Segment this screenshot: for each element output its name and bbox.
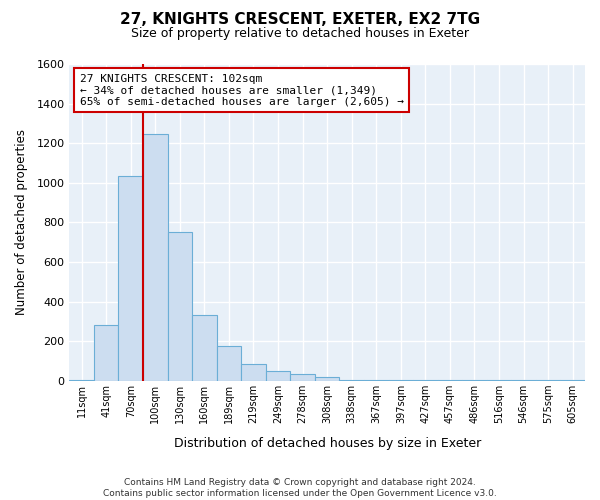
- Bar: [389, 380, 413, 381]
- Bar: [315, 377, 340, 381]
- Bar: [487, 380, 511, 381]
- Bar: [560, 380, 585, 381]
- Bar: [340, 380, 364, 381]
- Text: Contains HM Land Registry data © Crown copyright and database right 2024.
Contai: Contains HM Land Registry data © Crown c…: [103, 478, 497, 498]
- Bar: [511, 380, 536, 381]
- Bar: [118, 176, 143, 381]
- Text: Size of property relative to detached houses in Exeter: Size of property relative to detached ho…: [131, 28, 469, 40]
- Bar: [70, 380, 94, 381]
- Bar: [167, 232, 192, 381]
- Bar: [462, 380, 487, 381]
- Bar: [290, 374, 315, 381]
- Bar: [266, 371, 290, 381]
- X-axis label: Distribution of detached houses by size in Exeter: Distribution of detached houses by size …: [173, 437, 481, 450]
- Bar: [536, 380, 560, 381]
- Text: 27 KNIGHTS CRESCENT: 102sqm
← 34% of detached houses are smaller (1,349)
65% of : 27 KNIGHTS CRESCENT: 102sqm ← 34% of det…: [80, 74, 404, 106]
- Bar: [217, 346, 241, 381]
- Bar: [241, 364, 266, 381]
- Bar: [413, 380, 437, 381]
- Y-axis label: Number of detached properties: Number of detached properties: [15, 130, 28, 316]
- Bar: [364, 380, 389, 381]
- Bar: [192, 316, 217, 381]
- Bar: [94, 326, 118, 381]
- Text: 27, KNIGHTS CRESCENT, EXETER, EX2 7TG: 27, KNIGHTS CRESCENT, EXETER, EX2 7TG: [120, 12, 480, 28]
- Bar: [143, 134, 167, 381]
- Bar: [437, 380, 462, 381]
